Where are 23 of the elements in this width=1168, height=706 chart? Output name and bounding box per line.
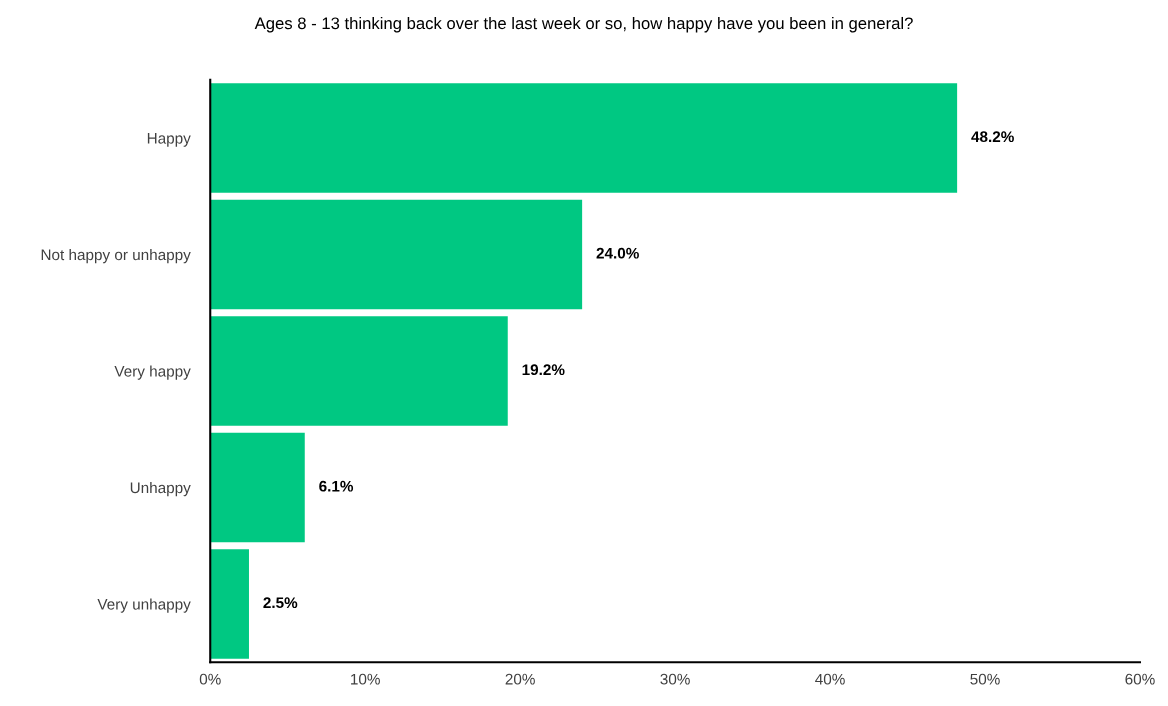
x-tick-label: 0% <box>199 673 221 685</box>
x-tick-label: 40% <box>815 673 845 685</box>
x-tick-label: 10% <box>351 673 380 685</box>
x-tick-label: 30% <box>660 673 690 685</box>
bar <box>210 432 305 543</box>
data-label: 48.2% <box>971 131 1014 143</box>
y-tick-label: Very unhappy <box>97 598 191 613</box>
chart-title: Ages 8 - 13 thinking back over the last week or so, how happy have you been in general? <box>254 16 913 33</box>
x-tick-label: 20% <box>505 673 535 685</box>
y-tick-label: Unhappy <box>130 481 191 497</box>
bar <box>210 316 508 426</box>
y-tick-label: Very happy <box>114 365 191 380</box>
data-label: 2.5% <box>263 597 298 609</box>
x-tick-label: 60% <box>1125 673 1155 685</box>
bar <box>210 83 958 193</box>
bar <box>210 199 583 310</box>
y-tick-label: Not happy or unhappy <box>41 248 191 264</box>
data-label: 6.1% <box>319 480 354 492</box>
x-tick-label: 50% <box>970 673 1000 685</box>
data-label: 24.0% <box>596 247 639 259</box>
data-label: 19.2% <box>522 364 565 376</box>
bar <box>210 549 249 659</box>
y-tick-label: Happy <box>147 133 191 147</box>
